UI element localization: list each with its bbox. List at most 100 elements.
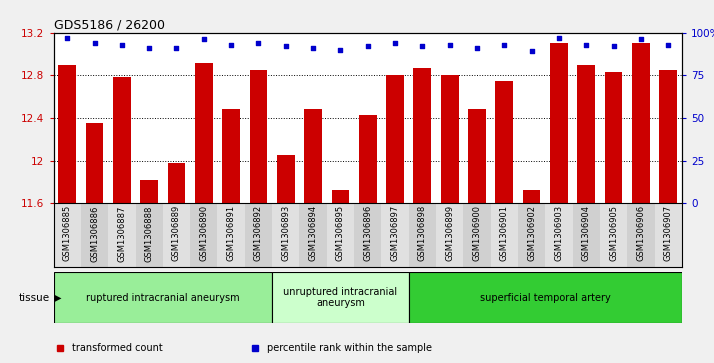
Text: GSM1306886: GSM1306886 <box>90 205 99 262</box>
Point <box>253 40 264 46</box>
Point <box>198 37 209 42</box>
Bar <box>386 75 404 203</box>
Bar <box>272 272 408 323</box>
Bar <box>496 81 513 203</box>
Text: GSM1306904: GSM1306904 <box>582 205 590 261</box>
Point <box>389 40 401 46</box>
Bar <box>659 70 677 203</box>
Bar <box>250 70 267 203</box>
Text: GSM1306907: GSM1306907 <box>664 205 673 261</box>
Bar <box>408 203 436 267</box>
Point <box>663 42 674 48</box>
Bar <box>54 272 272 323</box>
Text: tissue: tissue <box>19 293 50 303</box>
Bar <box>545 203 573 267</box>
Bar <box>113 77 131 203</box>
Bar <box>518 203 545 267</box>
Text: GSM1306890: GSM1306890 <box>199 205 208 261</box>
Point <box>89 40 100 46</box>
Bar <box>605 72 623 203</box>
Bar <box>190 203 218 267</box>
Bar <box>81 203 109 267</box>
Bar <box>86 123 104 203</box>
Bar <box>491 203 518 267</box>
Bar <box>304 109 322 203</box>
Text: GSM1306894: GSM1306894 <box>308 205 318 261</box>
Bar <box>195 62 213 203</box>
Bar <box>140 180 158 203</box>
Text: transformed count: transformed count <box>72 343 164 354</box>
Text: GSM1306905: GSM1306905 <box>609 205 618 261</box>
Bar <box>463 203 491 267</box>
Text: GSM1306885: GSM1306885 <box>63 205 71 261</box>
Text: GSM1306892: GSM1306892 <box>254 205 263 261</box>
Bar <box>550 43 568 203</box>
Text: GSM1306888: GSM1306888 <box>145 205 154 262</box>
Text: GSM1306903: GSM1306903 <box>555 205 563 261</box>
Point <box>526 49 538 54</box>
Bar <box>272 203 299 267</box>
Text: GSM1306900: GSM1306900 <box>473 205 481 261</box>
Bar <box>441 75 458 203</box>
Text: GSM1306898: GSM1306898 <box>418 205 427 261</box>
Bar <box>136 203 163 267</box>
Bar <box>523 191 540 203</box>
Text: GSM1306895: GSM1306895 <box>336 205 345 261</box>
Point <box>171 45 182 51</box>
Text: GSM1306887: GSM1306887 <box>117 205 126 262</box>
Text: ruptured intracranial aneurysm: ruptured intracranial aneurysm <box>86 293 240 303</box>
Bar <box>277 155 295 203</box>
Text: GSM1306896: GSM1306896 <box>363 205 372 261</box>
Point <box>580 42 592 48</box>
Bar <box>413 68 431 203</box>
Text: GSM1306897: GSM1306897 <box>391 205 400 261</box>
Point <box>335 47 346 53</box>
Bar <box>222 109 240 203</box>
Bar <box>468 109 486 203</box>
Point <box>635 37 647 42</box>
Bar <box>331 191 349 203</box>
Point <box>280 44 291 49</box>
Point <box>144 45 155 51</box>
Text: ▶: ▶ <box>54 293 62 303</box>
Bar <box>436 203 463 267</box>
Point <box>226 42 237 48</box>
Bar <box>627 203 655 267</box>
Bar <box>408 272 682 323</box>
Text: GSM1306893: GSM1306893 <box>281 205 291 261</box>
Text: GSM1306901: GSM1306901 <box>500 205 509 261</box>
Bar <box>109 203 136 267</box>
Point <box>498 42 510 48</box>
Text: GSM1306891: GSM1306891 <box>226 205 236 261</box>
Bar <box>632 43 650 203</box>
Bar <box>299 203 327 267</box>
Bar <box>168 163 186 203</box>
Bar <box>218 203 245 267</box>
Point <box>444 42 456 48</box>
Bar <box>54 203 81 267</box>
Text: GSM1306899: GSM1306899 <box>445 205 454 261</box>
Bar <box>163 203 190 267</box>
Point <box>362 44 373 49</box>
Bar <box>245 203 272 267</box>
Bar <box>600 203 627 267</box>
Point <box>608 44 619 49</box>
Text: superficial temporal artery: superficial temporal artery <box>480 293 610 303</box>
Text: percentile rank within the sample: percentile rank within the sample <box>267 343 432 354</box>
Bar <box>327 203 354 267</box>
Point <box>307 45 318 51</box>
Text: GSM1306902: GSM1306902 <box>527 205 536 261</box>
Text: unruptured intracranial
aneurysm: unruptured intracranial aneurysm <box>283 287 398 309</box>
Bar <box>573 203 600 267</box>
Point <box>61 35 73 41</box>
Bar <box>381 203 408 267</box>
Bar <box>354 203 381 267</box>
Point <box>553 35 565 41</box>
Bar <box>578 65 595 203</box>
Point <box>417 44 428 49</box>
Text: GDS5186 / 26200: GDS5186 / 26200 <box>54 18 164 31</box>
Point <box>116 42 128 48</box>
Bar <box>655 203 682 267</box>
Bar <box>59 65 76 203</box>
Text: GSM1306906: GSM1306906 <box>636 205 645 261</box>
